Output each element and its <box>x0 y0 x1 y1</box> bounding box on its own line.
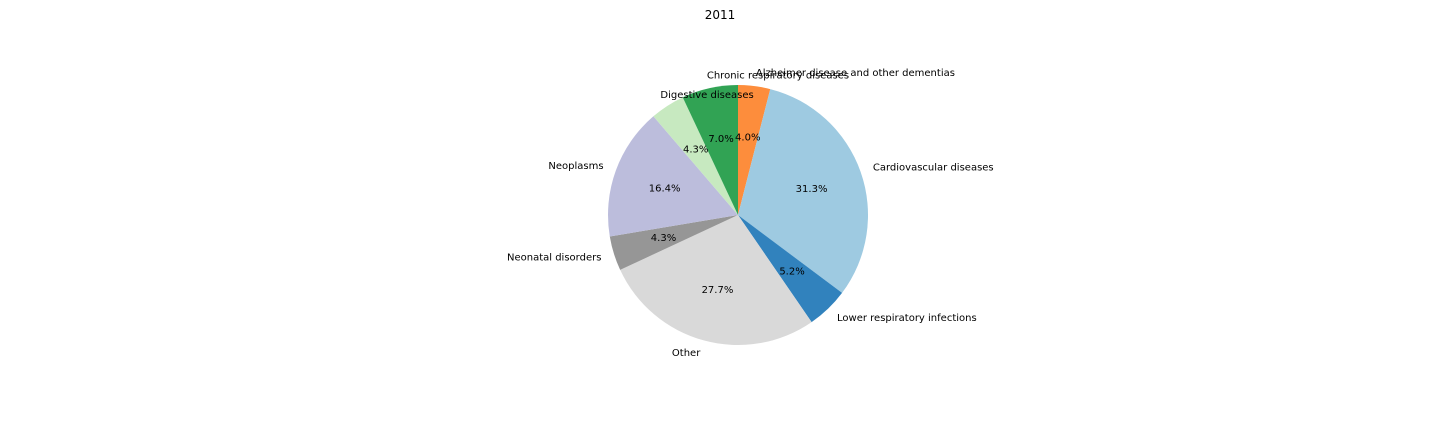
slice-percent-label: 5.2% <box>779 266 804 277</box>
slice-category-label: Neoplasms <box>548 161 603 172</box>
slice-percent-label: 4.3% <box>683 144 708 155</box>
slice-category-label: Alzheimer disease and other dementias <box>756 68 955 79</box>
pie-slice <box>682 85 738 215</box>
chart-title: 2011 <box>704 8 736 22</box>
pie-slice <box>620 215 812 345</box>
pie-slice <box>653 97 738 215</box>
pie-slice <box>738 89 868 293</box>
slice-percent-label: 4.3% <box>651 233 676 244</box>
slice-category-label: Neonatal disorders <box>507 252 601 263</box>
slice-category-label: Cardiovascular diseases <box>873 162 994 173</box>
pie-slice <box>607 116 738 237</box>
pie-slice <box>609 215 738 270</box>
pie-slice <box>738 215 843 323</box>
slice-percent-label: 31.3% <box>796 184 828 195</box>
slice-category-label: Chronic respiratory diseases <box>707 70 849 81</box>
slice-category-label: Other <box>672 348 701 359</box>
slice-percent-label: 27.7% <box>702 285 734 296</box>
slice-category-label: Digestive diseases <box>660 90 753 101</box>
slice-category-label: Lower respiratory infections <box>837 313 977 324</box>
pie-slice <box>738 85 771 215</box>
slice-percent-label: 7.0% <box>708 134 733 145</box>
slice-percent-label: 4.0% <box>735 133 760 144</box>
slice-percent-label: 16.4% <box>649 183 681 194</box>
